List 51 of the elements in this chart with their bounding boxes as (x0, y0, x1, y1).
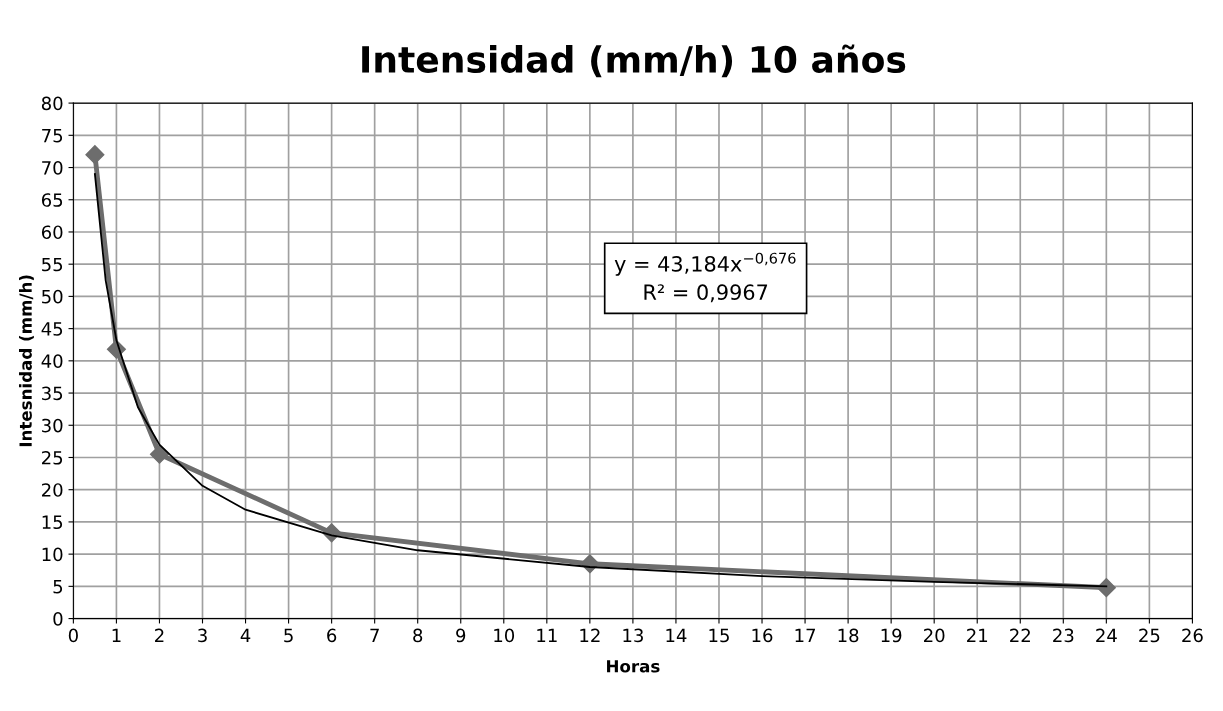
y-tick-label: 65 (41, 193, 63, 207)
point (85, 145, 105, 165)
x-tick-label: 5 (284, 628, 293, 643)
x-tick-label: 6 (327, 628, 337, 643)
x-tick-label: 23 (1053, 628, 1074, 643)
x-tick-label: 14 (666, 628, 687, 643)
x-tick-label: 24 (1096, 628, 1117, 643)
annotation: y = 43,184x$^{−0,676}$ (614, 252, 796, 276)
y-tick-label: 75 (42, 129, 63, 143)
y-tick-label: 50 (42, 289, 63, 304)
y-tick-label: 10 (42, 547, 63, 562)
x-tick-label: 0 (68, 628, 78, 643)
x-tick-label: 22 (1010, 628, 1030, 643)
x-tick-label: 13 (623, 628, 643, 643)
y-tick-label: 70 (42, 160, 63, 175)
x-tick-label: 10 (494, 628, 515, 643)
x-tick-label: 16 (752, 628, 773, 643)
x-tick-label: 19 (881, 628, 902, 643)
chart-title: Intensidad (mm/h) 10 años (362, 44, 906, 78)
x-tick-label: 9 (456, 628, 466, 643)
y-tick-label: 25 (42, 450, 63, 465)
x-tick-label: 1 (112, 628, 121, 643)
x-tick-label: 8 (413, 628, 423, 643)
point (149, 444, 169, 464)
y-tick-label: 55 (42, 257, 63, 272)
x-tick-label: 7 (370, 628, 379, 643)
x-axis-title: Horas (607, 660, 660, 673)
y-tick-label: 45 (41, 322, 63, 336)
x-tick-label: 11 (537, 628, 557, 643)
y-tick-label: 0 (53, 612, 63, 626)
x-tick-label: 12 (580, 628, 600, 643)
x-tick-label: 20 (924, 628, 945, 643)
y-tick-label: 30 (42, 418, 63, 433)
y-tick-label: 15 (42, 515, 63, 530)
y-tick-label: 80 (41, 96, 63, 111)
x-tick-label: 15 (709, 628, 729, 643)
x-tick-label: 21 (967, 628, 988, 643)
x-tick-label: 26 (1182, 628, 1203, 643)
x-tick-label: 3 (198, 628, 207, 643)
x-tick-label: 4 (240, 628, 251, 643)
x-tick-label: 2 (155, 628, 164, 643)
x-tick-label: 18 (838, 628, 859, 643)
y-tick-label: 5 (53, 580, 63, 594)
y-tick-label: 20 (42, 483, 63, 497)
annotation: R² = 0,9967 (644, 284, 768, 303)
y-tick-label: 40 (41, 354, 63, 368)
y-tick-label: 60 (41, 225, 63, 240)
y-axis-title: Intesnidad (mm/h) (19, 275, 34, 447)
x-tick-label: 25 (1139, 628, 1160, 643)
y-tick-label: 35 (42, 386, 63, 401)
x-tick-label: 17 (795, 628, 816, 643)
